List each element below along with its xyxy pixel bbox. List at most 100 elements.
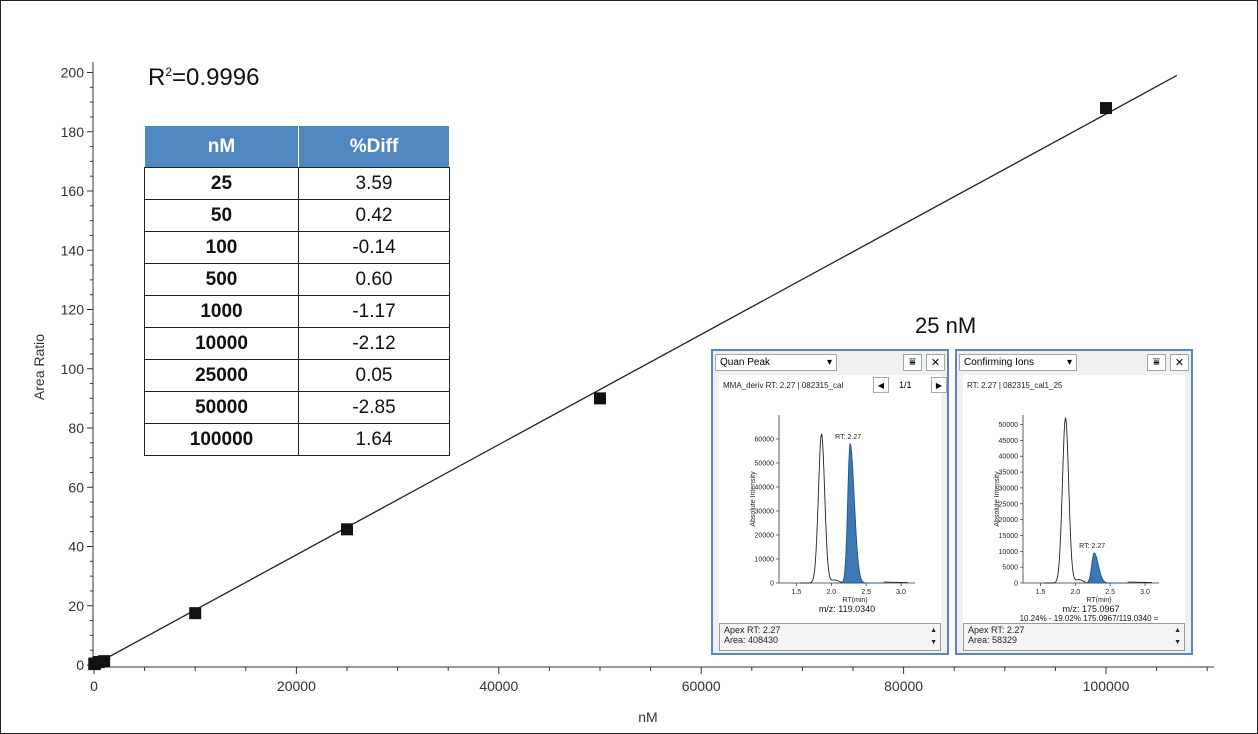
cell-nm: 100 — [144, 231, 299, 264]
close-icon: ✕ — [930, 357, 941, 369]
y-tick-label: 60 — [68, 479, 84, 495]
mini-y-tick-label: 0 — [770, 581, 774, 588]
mini-x-tick-label: 2.0 — [826, 589, 836, 596]
mini-y-tick-label: 10000 — [999, 549, 1019, 556]
cell-diff: 3.59 — [298, 167, 450, 200]
chevron-right-icon: ▶ — [935, 380, 943, 390]
quan-header: MMA_deriv RT: 2.27 | 082315_cal — [723, 381, 844, 390]
percent-diff-table: nM %Diff 25 3.59 50 0.42 100 -0.14 500 0.60 1000… — [144, 125, 450, 456]
header-nm: nM — [144, 125, 299, 168]
peak-label: RT: 2.27 — [1079, 543, 1105, 550]
mini-y-tick-label: 25000 — [999, 501, 1019, 508]
cell-diff: -1.17 — [298, 295, 450, 328]
close-button[interactable]: ✕ — [1170, 354, 1189, 371]
peak-label: RT: 2.27 — [835, 434, 861, 441]
table-row: 100000 1.64 — [144, 423, 450, 456]
filter-icon: ⩸ — [909, 356, 916, 368]
x-tick-label: 20000 — [277, 678, 316, 694]
r2-value: =0.9996 — [172, 64, 260, 91]
cell-nm: 10000 — [144, 327, 299, 360]
cell-nm: 100000 — [144, 423, 299, 456]
table-row: 500 0.60 — [144, 263, 450, 296]
conf-apex-rt: Apex RT: 2.27 — [968, 625, 1025, 635]
mini-y-tick-label: 45000 — [999, 438, 1019, 445]
confirming-ions-dropdown[interactable]: Confirming Ions ▾ — [959, 354, 1077, 371]
data-point — [98, 655, 111, 668]
mini-x-axis-title: RT(min) — [1086, 597, 1111, 604]
cell-nm: 500 — [144, 263, 299, 296]
conf-plot-area: 50000 45000 40000 35000 30000 25000 20000 15000… — [963, 375, 1185, 623]
mz-label: m/z: 119.0340 — [819, 604, 875, 614]
table-row: 50000 -2.85 — [144, 391, 450, 424]
baseline-trace — [1127, 581, 1153, 583]
y-tick-label: 100 — [61, 361, 85, 377]
cell-diff: 1.64 — [298, 423, 450, 456]
mini-y-tick-label: 20000 — [999, 517, 1019, 524]
mini-x-tick-label: 2.5 — [861, 589, 871, 596]
header-diff: %Diff — [298, 125, 450, 168]
x-tick-label: 0 — [90, 678, 98, 694]
mini-y-tick-label: 20000 — [755, 533, 775, 540]
table-row: 1000 -1.17 — [144, 295, 450, 328]
y-tick-label: 0 — [76, 657, 84, 673]
table-row: 50 0.42 — [144, 199, 450, 232]
next-button[interactable]: ▶ — [931, 377, 947, 393]
mini-y-tick-label: 40000 — [755, 485, 775, 492]
y-tick-label: 120 — [61, 302, 85, 318]
y-tick-label: 180 — [61, 124, 85, 140]
scroll-spinner[interactable]: ▲ ▼ — [1174, 627, 1181, 646]
cell-nm: 1000 — [144, 295, 299, 328]
close-button[interactable]: ✕ — [926, 354, 945, 371]
mini-y-tick-label: 30000 — [999, 485, 1019, 492]
cell-diff: 0.05 — [298, 359, 450, 392]
prev-button[interactable]: ◀ — [873, 377, 889, 393]
mini-x-tick-label: 1.5 — [792, 589, 802, 596]
chevron-down-icon: ▾ — [826, 357, 832, 368]
y-tick-label: 20 — [68, 598, 84, 614]
x-axis-title: nM — [638, 709, 657, 725]
fit-line — [93, 74, 1178, 666]
baseline-trace — [883, 581, 909, 583]
x-tick-label: 100000 — [1083, 678, 1130, 694]
mini-y-tick-label: 40000 — [999, 454, 1019, 461]
mini-x-tick-label: 2.5 — [1105, 589, 1115, 596]
mini-x-axis-title: RT(min) — [842, 597, 867, 604]
quan-peak-pane: Quan Peak ▾ ⩸ ✕ 60000 50000 40000 30000 2000… — [711, 349, 949, 655]
quan-peak-dropdown[interactable]: Quan Peak ▾ — [715, 354, 837, 371]
quan-apex-rt: Apex RT: 2.27 — [724, 625, 781, 635]
chevron-down-icon: ▾ — [1066, 357, 1072, 368]
mini-x-tick-label: 1.5 — [1036, 589, 1046, 596]
data-point — [594, 392, 606, 405]
conf-chromatogram: 5000045000400003500030000250002000015000… — [994, 415, 1159, 623]
quan-dropdown-label: Quan Peak — [720, 357, 771, 368]
cell-diff: 0.60 — [298, 263, 450, 296]
quant-peak-fill — [1078, 552, 1128, 584]
scroll-spinner[interactable]: ▲ ▼ — [930, 627, 937, 646]
conf-footer: Apex RT: 2.27 Area: 58329 ▲ ▼ — [963, 623, 1185, 651]
y-tick-label: 140 — [61, 242, 85, 258]
mini-y-tick-label: 15000 — [999, 533, 1019, 540]
cell-diff: -2.12 — [298, 327, 450, 360]
x-tick-label: 80000 — [884, 678, 923, 694]
mini-y-tick-label: 30000 — [755, 509, 775, 516]
data-points — [88, 102, 1112, 671]
filter-button[interactable]: ⩸ — [1147, 354, 1166, 371]
quan-chromatogram: 60000 50000 40000 30000 20000 10000 0 1.5 2.0 2.5… — [750, 415, 915, 614]
cell-nm: 50 — [144, 199, 299, 232]
filter-button[interactable]: ⩸ — [903, 354, 922, 371]
mini-y-tick-label: 0 — [1014, 581, 1018, 588]
x-tick-label: 40000 — [479, 678, 518, 694]
quan-plot-area: 60000 50000 40000 30000 20000 10000 0 1.5 2.0 2.5… — [719, 375, 941, 623]
data-point — [189, 607, 202, 620]
mini-y-tick-label: 5000 — [1002, 565, 1018, 572]
mini-x-tick-label: 3.0 — [896, 589, 906, 596]
mini-y-axis-title: Absolute Intensity — [750, 471, 757, 527]
confirming-trace — [799, 432, 842, 584]
y-tick-label: 80 — [68, 420, 84, 436]
conf-area: Area: 58329 — [968, 635, 1018, 645]
mini-x-tick-label: 2.0 — [1070, 589, 1080, 596]
inset-title: 25 nM — [915, 313, 977, 338]
chevron-left-icon: ◀ — [877, 380, 885, 390]
mini-x-tick-label: 3.0 — [1140, 589, 1150, 596]
